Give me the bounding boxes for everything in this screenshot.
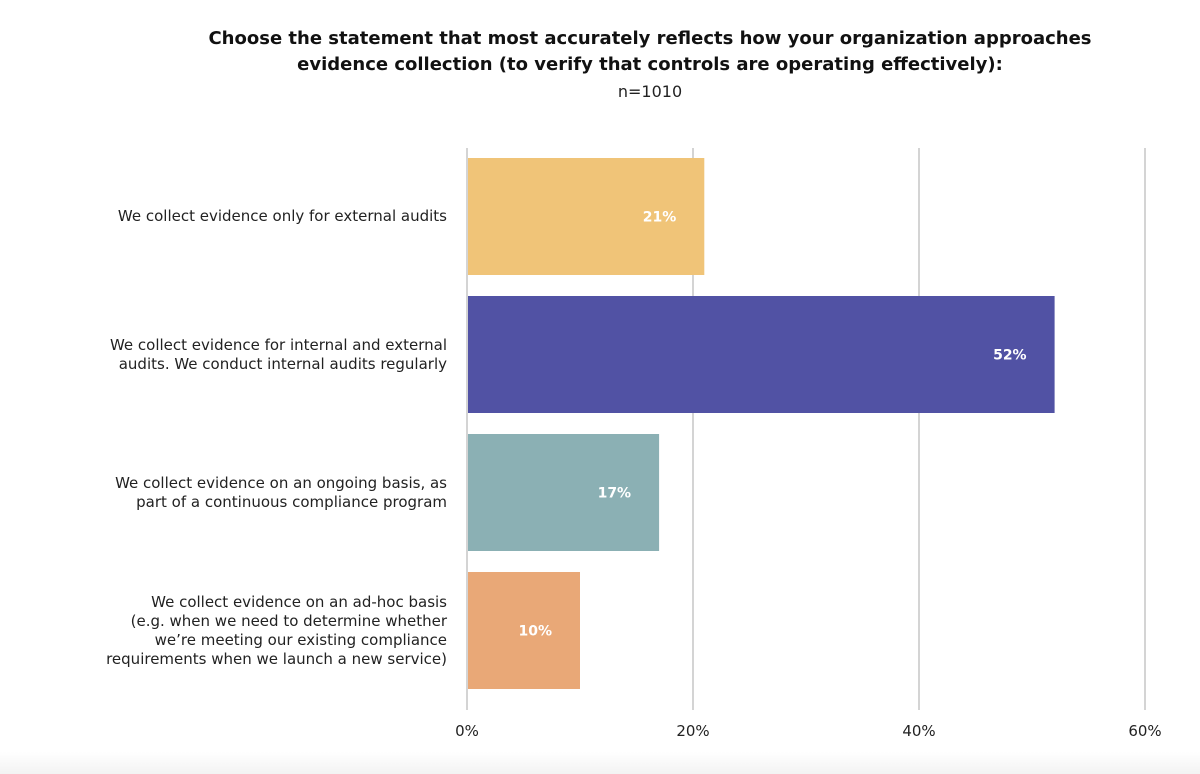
x-tick-label: 20% <box>676 722 709 740</box>
category-label: We collect evidence for internal and ext… <box>110 336 447 374</box>
category-label: We collect evidence on an ongoing basis,… <box>115 474 447 512</box>
x-tick-label: 40% <box>902 722 935 740</box>
chart-title-line: Choose the statement that most accuratel… <box>208 28 1092 49</box>
x-tick-label: 0% <box>455 722 479 740</box>
bottom-strip <box>0 752 1200 774</box>
bar <box>468 572 580 689</box>
category-label-line: audits. We conduct internal audits regul… <box>118 354 447 373</box>
chart-title: Choose the statement that most accuratel… <box>150 26 1150 78</box>
bar <box>468 296 1055 413</box>
x-tick-label: 60% <box>1128 722 1161 740</box>
data-label: 10% <box>518 624 552 640</box>
category-label-line: We collect evidence only for external au… <box>117 207 447 225</box>
category-label-line: We collect evidence for internal and ext… <box>109 335 447 354</box>
category-label-line: requirements when we launch a new servic… <box>106 649 447 668</box>
data-label: 52% <box>993 348 1027 364</box>
category-label-line: part of a continuous compliance program <box>136 492 447 511</box>
category-label-line: (e.g. when we need to determine whether <box>130 611 447 630</box>
data-label: 21% <box>643 210 677 226</box>
category-label-line: we’re meeting our existing compliance <box>154 630 447 649</box>
data-label: 17% <box>598 486 632 502</box>
chart-subtitle: n=1010 <box>617 82 683 101</box>
category-label-line: We collect evidence on an ad-hoc basis <box>151 592 447 611</box>
category-label-line: We collect evidence on an ongoing basis,… <box>115 473 447 492</box>
bar <box>468 434 660 551</box>
chart-title-line: evidence collection (to verify that cont… <box>297 54 1003 75</box>
bar <box>468 158 705 275</box>
category-label: We collect evidence on an ad-hoc basis (e… <box>106 593 447 669</box>
category-label: We collect evidence only for external au… <box>118 207 447 226</box>
